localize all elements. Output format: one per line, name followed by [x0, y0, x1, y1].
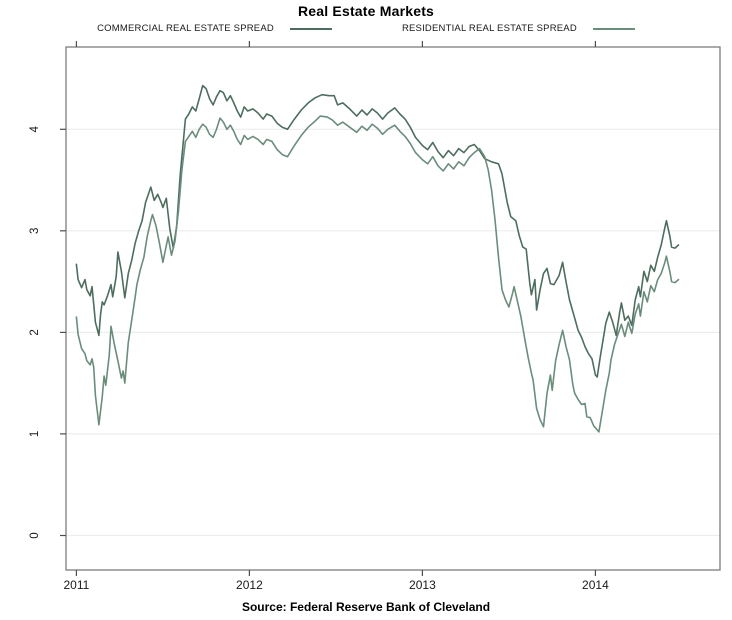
gridlines	[66, 128, 720, 537]
y-tick-label-3: 3	[29, 228, 41, 234]
x-tick-label-2013: 2013	[409, 578, 436, 592]
y-tick-label-0: 0	[29, 532, 41, 538]
plot-frame	[65, 46, 721, 571]
legend: COMMERCIAL REAL ESTATE SPREAD RESIDENTIA…	[0, 23, 732, 34]
x-tick-label-2014: 2014	[582, 578, 609, 592]
axes: 2011 2012 2013 2014 0 1 2 3 4	[29, 41, 609, 592]
series-line-commercial	[75, 84, 680, 378]
y-tick-label-4: 4	[29, 126, 41, 133]
chart-title: Real Estate Markets	[297, 3, 435, 19]
source-caption: Source: Federal Reserve Bank of Clevelan…	[241, 600, 491, 614]
legend-line-swatch-commercial	[289, 27, 332, 30]
legend-line-swatch-residential	[592, 27, 635, 30]
y-tick-label-1: 1	[29, 431, 41, 437]
x-tick-label-2012: 2012	[236, 578, 263, 592]
legend-item-commercial: COMMERCIAL REAL ESTATE SPREAD	[97, 23, 332, 34]
y-tick-label-2: 2	[29, 329, 41, 335]
legend-item-residential: RESIDENTIAL REAL ESTATE SPREAD	[402, 23, 635, 34]
legend-label-residential: RESIDENTIAL REAL ESTATE SPREAD	[401, 23, 577, 34]
series-line-residential	[75, 115, 680, 433]
x-tick-label-2011: 2011	[63, 578, 89, 592]
legend-label-commercial: COMMERCIAL REAL ESTATE SPREAD	[97, 23, 274, 34]
